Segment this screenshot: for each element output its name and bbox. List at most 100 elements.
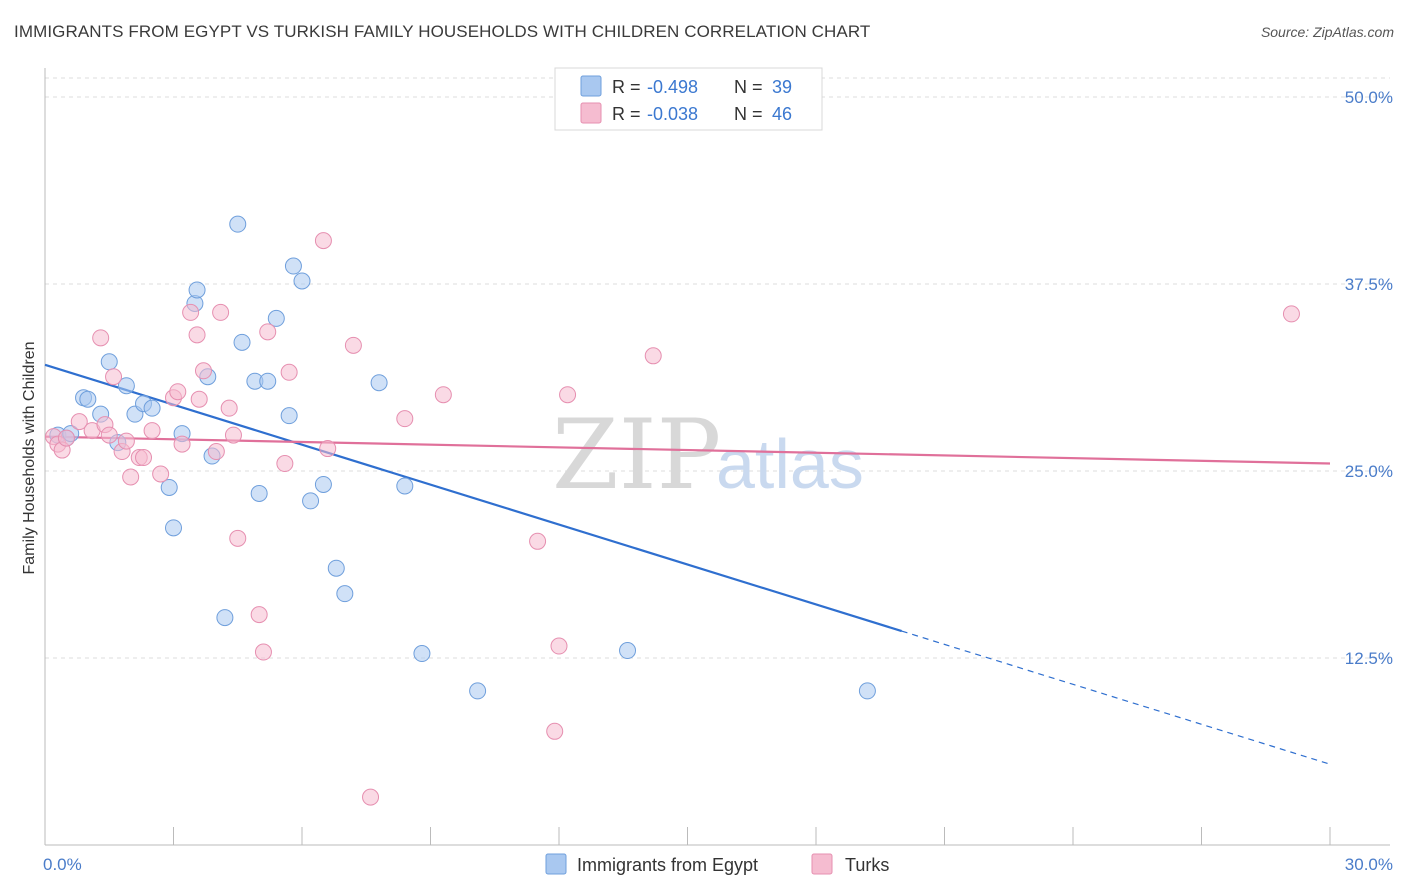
point-turks-33 — [280, 363, 298, 381]
legend-top: R = -0.498 N = 39 R = -0.038 N = 46 — [554, 67, 823, 131]
point-egypt-24 — [259, 372, 277, 390]
chart-source: Source: ZipAtlas.com — [1260, 24, 1394, 40]
point-turks-12 — [122, 468, 140, 486]
legend-r-label-1: R = — [612, 77, 641, 97]
point-turks-28 — [229, 529, 247, 547]
point-turks-21 — [188, 326, 206, 344]
point-turks-4 — [70, 413, 88, 431]
chart-title: IMMIGRANTS FROM EGYPT VS TURKISH FAMILY … — [14, 22, 871, 41]
point-egypt-16 — [188, 281, 206, 299]
point-turks-34 — [314, 232, 332, 250]
point-egypt-13 — [165, 519, 182, 537]
legend-n-label-1: N = — [734, 77, 763, 97]
legend-r-label-2: R = — [612, 104, 641, 124]
point-turks-30 — [254, 643, 272, 661]
point-turks-29 — [250, 606, 268, 624]
point-turks-14 — [135, 449, 153, 467]
legend-bottom-label-egypt: Immigrants from Egypt — [577, 855, 758, 875]
point-egypt-8 — [117, 377, 135, 395]
point-turks-25 — [212, 303, 230, 321]
point-egypt-21 — [233, 333, 251, 351]
x-tick-labels: 0.0% 30.0% — [43, 855, 1393, 874]
point-turks-8 — [100, 426, 118, 444]
watermark-atlas: atlas — [716, 425, 864, 503]
y-tick-label-1: 25.0% — [1345, 462, 1393, 481]
point-egypt-33 — [370, 374, 388, 392]
point-turks-40 — [529, 532, 547, 550]
point-egypt-11 — [143, 399, 161, 417]
trend-line-turks — [44, 435, 1331, 465]
legend-bottom-swatch-turks — [811, 853, 833, 875]
point-turks-16 — [152, 465, 170, 483]
point-turks-15 — [143, 422, 161, 440]
y-tick-label-0: 12.5% — [1345, 649, 1393, 668]
point-egypt-30 — [314, 475, 332, 493]
watermark: ZIP atlas — [552, 399, 864, 511]
point-egypt-20 — [229, 215, 247, 233]
point-turks-24 — [207, 443, 225, 461]
point-turks-26 — [220, 399, 238, 417]
point-egypt-35 — [413, 645, 431, 663]
legend-n-label-2: N = — [734, 104, 763, 124]
y-tick-label-3: 50.0% — [1345, 88, 1393, 107]
point-egypt-37 — [619, 642, 637, 660]
point-turks-41 — [546, 722, 564, 740]
legend-n-value-1: 39 — [772, 77, 792, 97]
point-turks-23 — [194, 362, 212, 380]
point-egypt-25 — [267, 309, 285, 327]
point-turks-44 — [644, 347, 662, 365]
legend-n-value-2: 46 — [772, 104, 792, 124]
legend-bottom-swatch-egypt — [545, 853, 567, 875]
y-tick-labels: 12.5% 25.0% 37.5% 50.0% — [1345, 88, 1393, 668]
trend-line-egypt-extension — [901, 630, 1331, 765]
point-egypt-26 — [280, 407, 298, 425]
point-egypt-31 — [327, 559, 345, 577]
point-turks-37 — [362, 788, 380, 806]
point-turks-6 — [92, 329, 110, 347]
legend-bottom-label-turks: Turks — [845, 855, 889, 875]
watermark-zip: ZIP — [552, 399, 721, 511]
point-turks-18 — [169, 383, 187, 401]
point-egypt-38 — [858, 682, 876, 700]
point-turks-38 — [396, 410, 414, 428]
point-turks-19 — [173, 435, 191, 453]
point-egypt-32 — [336, 585, 354, 603]
point-turks-39 — [434, 386, 452, 404]
point-turks-35 — [319, 440, 337, 458]
point-turks-45 — [1282, 305, 1300, 323]
point-egypt-36 — [469, 682, 487, 700]
trend-lines — [44, 363, 1331, 765]
point-egypt-12 — [160, 478, 178, 496]
axes — [44, 68, 1390, 846]
point-egypt-34 — [396, 477, 414, 495]
point-turks-27 — [224, 426, 242, 444]
point-egypt-6 — [100, 353, 118, 371]
point-egypt-27 — [284, 257, 302, 275]
point-egypt-28 — [293, 272, 311, 290]
y-tick-label-2: 37.5% — [1345, 275, 1393, 294]
point-egypt-29 — [302, 492, 320, 510]
point-turks-11 — [117, 432, 135, 450]
point-turks-20 — [182, 303, 200, 321]
legend-swatch-turks — [580, 102, 602, 124]
point-turks-43 — [559, 386, 577, 404]
point-turks-42 — [550, 637, 568, 655]
point-turks-31 — [259, 323, 277, 341]
x-tick-label-1: 30.0% — [1345, 855, 1393, 874]
y-axis-label: Family Households with Children — [21, 342, 38, 575]
grid-lines — [45, 77, 1390, 659]
point-egypt-23 — [250, 484, 268, 502]
point-turks-32 — [276, 455, 294, 473]
point-turks-9 — [105, 368, 123, 386]
legend-swatch-egypt — [580, 75, 602, 97]
legend-r-value-2: -0.038 — [647, 104, 698, 124]
point-turks-22 — [190, 390, 208, 408]
legend-bottom: Immigrants from Egypt Turks — [545, 853, 889, 875]
x-tick-label-0: 0.0% — [43, 855, 82, 874]
trend-line-egypt — [44, 363, 902, 633]
point-egypt-19 — [216, 609, 234, 627]
legend-r-value-1: -0.498 — [647, 77, 698, 97]
data-points — [45, 215, 1300, 806]
point-turks-36 — [344, 336, 362, 354]
